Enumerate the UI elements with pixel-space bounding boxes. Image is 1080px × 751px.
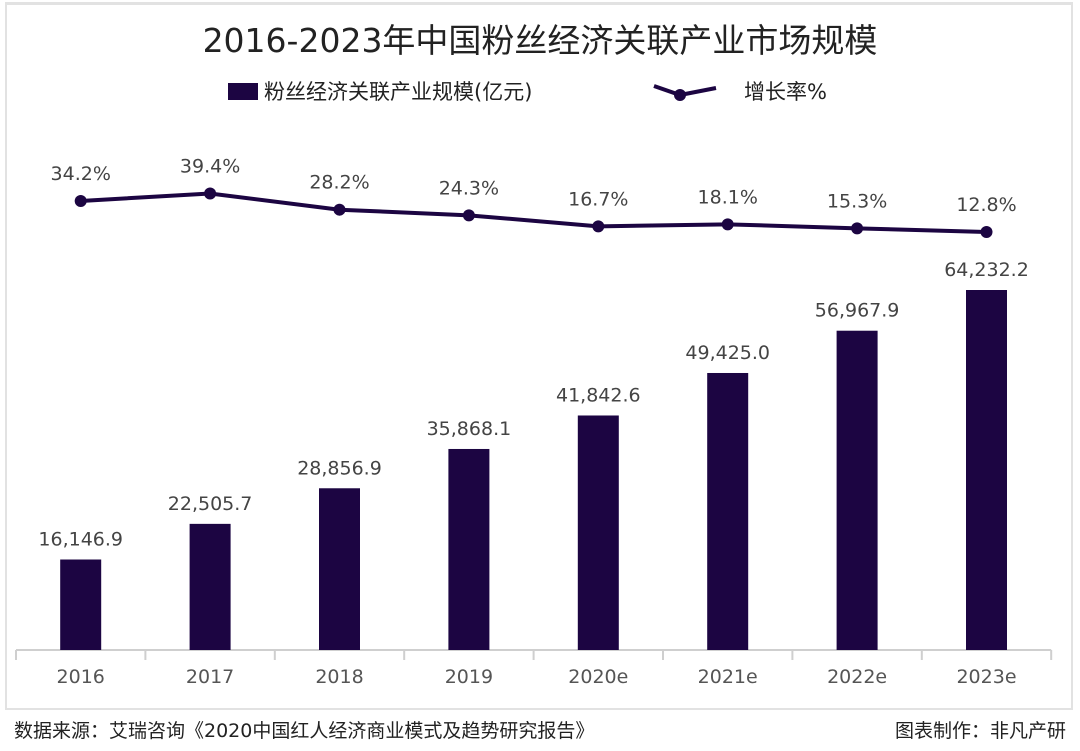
growth-label: 24.3% xyxy=(439,177,499,199)
growth-label: 15.3% xyxy=(827,190,887,212)
bar-label: 22,505.7 xyxy=(168,493,253,515)
bar xyxy=(189,523,231,650)
source-note: 数据来源：艾瑞咨询《2020中国红人经济商业模式及趋势研究报告》 xyxy=(14,720,595,742)
growth-line xyxy=(80,191,987,235)
bar xyxy=(966,290,1007,650)
chart-frame xyxy=(5,2,1073,710)
legend-bar-label: 粉丝经济关联产业规模(亿元) xyxy=(264,80,533,104)
growth-point xyxy=(462,209,475,222)
x-tick-label: 2020e xyxy=(568,666,628,688)
bar xyxy=(60,559,102,650)
bar-label: 41,842.6 xyxy=(556,384,641,406)
x-tick-label: 2018 xyxy=(315,666,363,688)
credit-note: 图表制作：非凡产研 xyxy=(894,720,1066,742)
growth-point xyxy=(74,195,87,207)
bar-label: 49,425.0 xyxy=(685,342,770,364)
x-tick-label: 2022e xyxy=(827,666,887,688)
legend-line-swatch xyxy=(653,84,717,101)
growth-label: 18.1% xyxy=(698,186,758,208)
growth-label: 39.4% xyxy=(180,155,240,177)
x-tick-label: 2019 xyxy=(445,666,493,688)
growth-point xyxy=(851,222,864,235)
bar xyxy=(707,372,749,650)
growth-point xyxy=(592,220,605,233)
growth-label: 28.2% xyxy=(309,172,369,194)
x-tick-label: 2017 xyxy=(186,666,234,688)
legend-line-label: 增长率% xyxy=(744,80,827,104)
growth-label: 34.2% xyxy=(51,163,111,185)
growth-point xyxy=(204,187,217,200)
bar xyxy=(319,488,360,650)
growth-point xyxy=(980,226,993,239)
bar-label: 35,868.1 xyxy=(427,418,512,440)
legend-bar-swatch xyxy=(228,83,258,100)
growth-point xyxy=(333,203,346,216)
legend-bar: 粉丝经济关联产业规模(亿元) xyxy=(228,76,532,106)
legend-line: 增长率% xyxy=(652,76,827,106)
bar-label: 16,146.9 xyxy=(38,529,123,551)
x-tick-label: 2023e xyxy=(956,666,1016,688)
growth-label: 16.7% xyxy=(568,188,628,210)
growth-point xyxy=(721,218,734,231)
x-tick-label: 2016 xyxy=(57,666,105,688)
bar-label: 56,967.9 xyxy=(815,300,900,322)
growth-label: 12.8% xyxy=(956,194,1016,216)
bar xyxy=(448,448,490,650)
bar xyxy=(836,330,878,650)
bar xyxy=(577,415,619,650)
bar-label: 64,232.2 xyxy=(944,259,1029,281)
x-tick-label: 2021e xyxy=(698,666,758,688)
chart-title: 2016-2023年中国粉丝经济关联产业市场规模 xyxy=(202,21,878,60)
bar-label: 28,856.9 xyxy=(297,457,382,479)
